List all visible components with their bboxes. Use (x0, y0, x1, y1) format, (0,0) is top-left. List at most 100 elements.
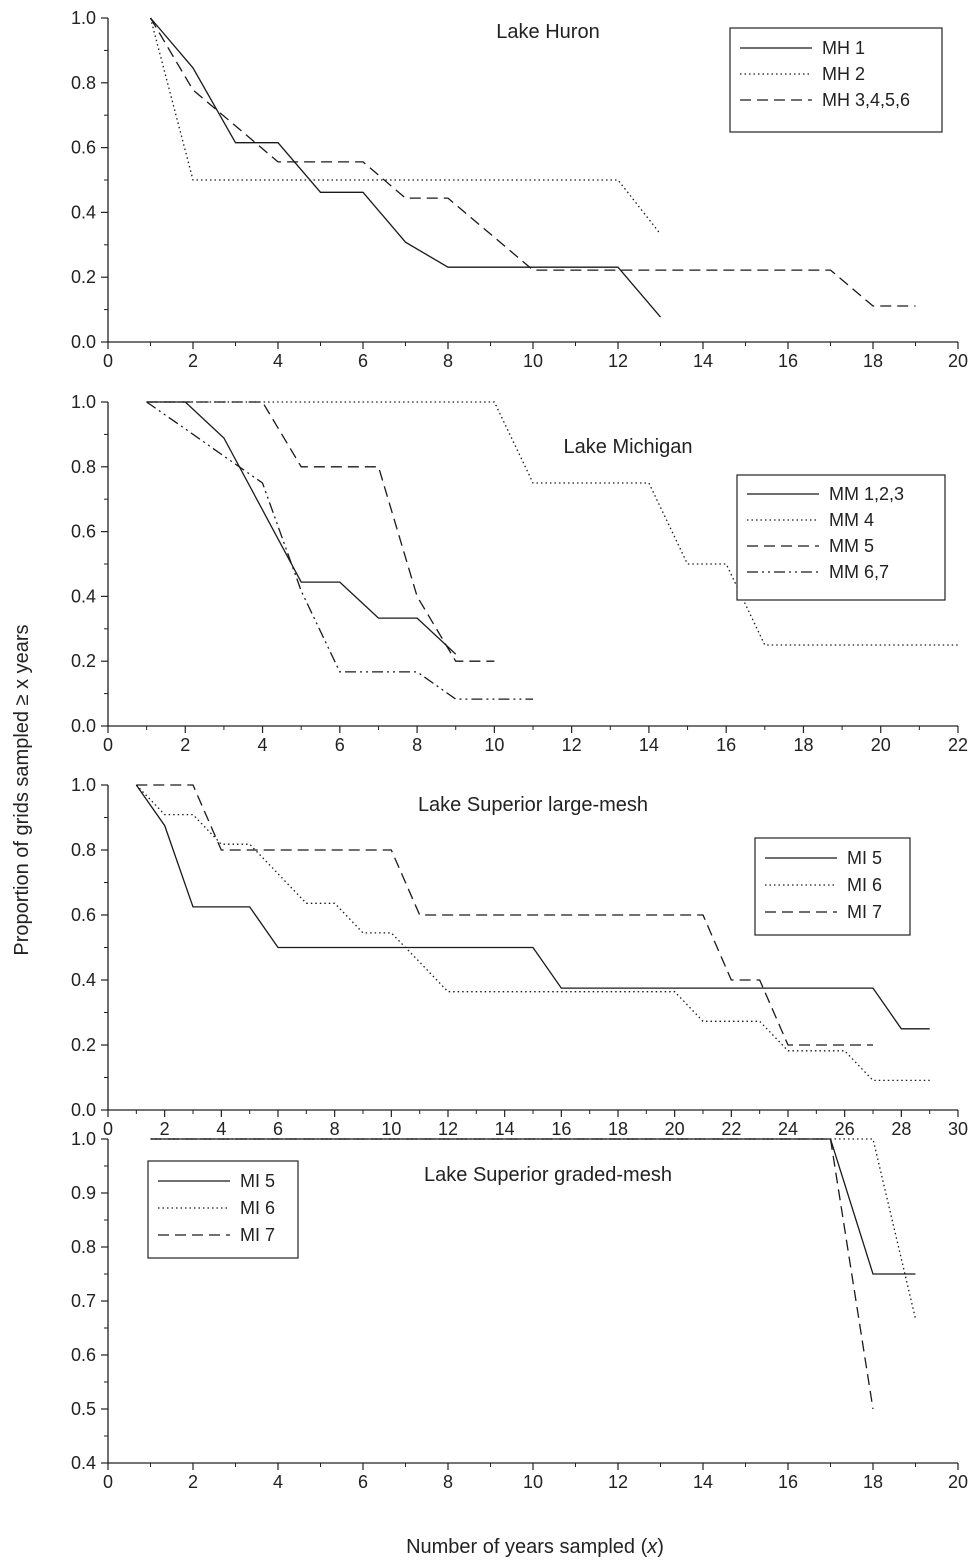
legend-label: MI 5 (240, 1171, 275, 1191)
x-tick-label: 20 (948, 1472, 968, 1492)
legend: MI 5 MI 6 MI 7 (147, 1160, 299, 1259)
y-tick-label: 0.0 (71, 716, 96, 736)
x-tick-label: 6 (335, 735, 345, 755)
x-tick-label: 10 (523, 351, 543, 371)
x-tick-label: 22 (721, 1119, 741, 1139)
x-tick-label: 16 (778, 351, 798, 371)
y-tick-label: 0.7 (71, 1291, 96, 1311)
legend-label: MI 7 (240, 1225, 275, 1245)
y-tick-label: 0.6 (71, 1345, 96, 1365)
x-tick-label: 8 (443, 351, 453, 371)
legend-label: MM 1,2,3 (829, 484, 904, 504)
y-tick-label: 1.0 (71, 392, 96, 412)
y-tick-label: 0.0 (71, 332, 96, 352)
y-tick-label: 1.0 (71, 8, 96, 28)
y-tick-label: 0.8 (71, 73, 96, 93)
series-line-4 (146, 401, 533, 700)
panel-title: Lake Superior large-mesh (418, 794, 648, 816)
y-tick-label: 1.0 (71, 775, 96, 795)
legend-label: MM 5 (829, 536, 874, 556)
x-tick-label: 0 (103, 351, 113, 371)
x-tick-label: 2 (188, 351, 198, 371)
x-tick-label: 14 (693, 1472, 713, 1492)
x-tick-label: 18 (793, 735, 813, 755)
x-tick-label: 16 (551, 1119, 571, 1139)
y-tick-label: 0.2 (71, 267, 96, 287)
y-tick-label: 0.2 (71, 651, 96, 671)
y-tick-label: 0.5 (71, 1399, 96, 1419)
legend-label: MM 4 (829, 510, 874, 530)
x-tick-label: 4 (216, 1119, 226, 1139)
chart-panel-1: 0 2 4 6 8 10 12 14 16 18 20 0.0 0.2 0.4 0.6 0.8 1.0 Lake … (71, 8, 968, 371)
legend-box (754, 837, 911, 936)
x-tick-label: 14 (639, 735, 659, 755)
legend-box (736, 474, 946, 601)
legend: MH 1 MH 2 MH 3,4,5,6 (729, 27, 943, 133)
x-tick-label: 12 (608, 1472, 628, 1492)
series-line-2 (135, 784, 930, 1082)
x-tick-label: 24 (778, 1119, 798, 1139)
x-tick-label: 8 (330, 1119, 340, 1139)
x-tick-label: 6 (358, 351, 368, 371)
x-tick-label: 20 (948, 351, 968, 371)
x-tick-label: 4 (273, 351, 283, 371)
x-tick-label: 6 (273, 1119, 283, 1139)
y-tick-label: 0.2 (71, 1035, 96, 1055)
chart-panel-4: 0 2 4 6 8 10 12 14 16 18 20 0.4 0.5 0.6 0.7 0.8 0.9 1.0 La… (71, 1129, 968, 1492)
panel-title: Lake Superior graded-mesh (424, 1164, 672, 1186)
y-tick-label: 1.0 (71, 1129, 96, 1149)
legend-label: MM 6,7 (829, 562, 889, 582)
legend-label: MI 5 (847, 848, 882, 868)
x-tick-label: 6 (358, 1472, 368, 1492)
x-tick-label: 12 (438, 1119, 458, 1139)
y-tick-label: 0.4 (71, 586, 96, 606)
x-tick-label: 18 (863, 1472, 883, 1492)
x-tick-label: 4 (273, 1472, 283, 1492)
y-tick-label: 0.4 (71, 1453, 96, 1473)
x-tick-label: 0 (103, 735, 113, 755)
y-tick-label: 0.6 (71, 138, 96, 158)
series-line-3 (149, 17, 916, 307)
x-axis-label-variable: x (646, 1536, 658, 1558)
x-tick-label: 18 (863, 351, 883, 371)
legend: MI 5 MI 6 MI 7 (754, 837, 911, 936)
legend-label: MI 7 (847, 902, 882, 922)
x-tick-label: 10 (381, 1119, 401, 1139)
series-line-1 (150, 17, 661, 318)
x-tick-label: 4 (258, 735, 268, 755)
legend-label: MH 2 (822, 64, 865, 84)
panel-title: Lake Huron (496, 21, 599, 43)
legend-box (147, 1160, 299, 1259)
x-tick-label: 14 (495, 1119, 515, 1139)
x-tick-label: 20 (871, 735, 891, 755)
y-tick-label: 0.4 (71, 202, 96, 222)
series-line-2 (146, 401, 958, 646)
x-tick-label: 0 (103, 1119, 113, 1139)
x-tick-label: 16 (778, 1472, 798, 1492)
y-tick-label: 0.8 (71, 457, 96, 477)
y-tick-label: 0.8 (71, 840, 96, 860)
x-tick-label: 8 (412, 735, 422, 755)
x-tick-label: 30 (948, 1119, 968, 1139)
y-tick-label: 0.8 (71, 1237, 96, 1257)
y-tick-label: 0.4 (71, 970, 96, 990)
legend-box (729, 27, 943, 133)
x-tick-label: 16 (716, 735, 736, 755)
x-tick-label: 10 (484, 735, 504, 755)
legend-label: MI 6 (847, 875, 882, 895)
y-tick-label: 0.9 (71, 1183, 96, 1203)
chart-panel-2: 0 2 4 6 8 10 12 14 16 18 20 22 0.0 0.2 0.4 0.6 0.8 1.0 Lak… (71, 392, 968, 755)
x-tick-label: 18 (608, 1119, 628, 1139)
x-tick-label: 12 (562, 735, 582, 755)
legend-label: MI 6 (240, 1198, 275, 1218)
series-line-1 (146, 401, 457, 655)
x-tick-label: 10 (523, 1472, 543, 1492)
x-tick-label: 28 (891, 1119, 911, 1139)
x-tick-label: 20 (665, 1119, 685, 1139)
series-line-3 (136, 784, 873, 1046)
series-line-3 (150, 1138, 874, 1410)
x-axis-label-prefix: Number of years sampled ( (406, 1536, 648, 1558)
x-axis-label: Number of years sampled (x) (406, 1536, 664, 1558)
